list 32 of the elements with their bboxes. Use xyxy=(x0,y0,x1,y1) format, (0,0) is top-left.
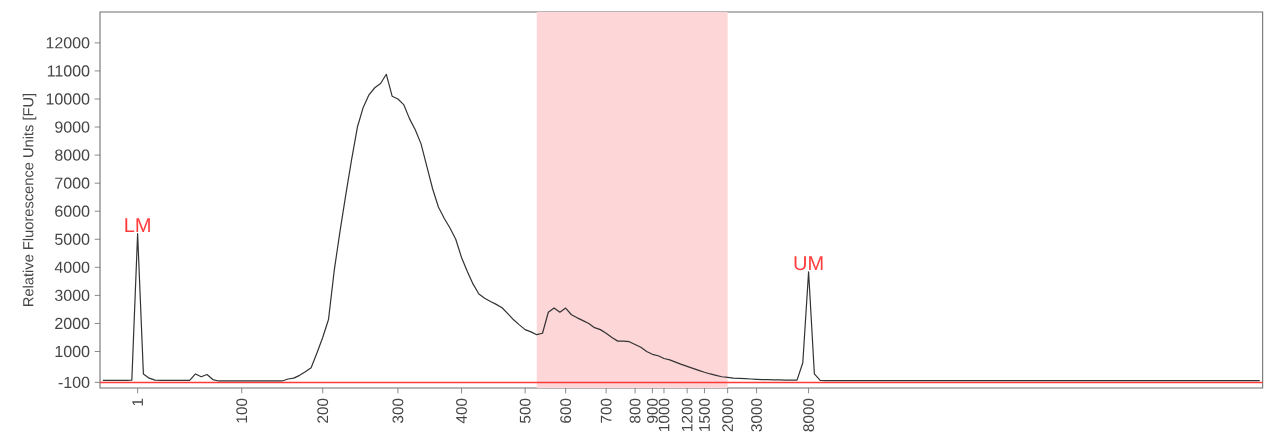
x-tick-label: 1500 xyxy=(699,398,710,431)
y-tick-label: 11000 xyxy=(47,65,90,77)
y-tick-label: -100 xyxy=(58,376,90,389)
x-tick-label: 8000 xyxy=(803,398,815,432)
y-tick-label: 3000 xyxy=(54,289,90,302)
y-tick-label: 12000 xyxy=(46,37,90,49)
y-tick-label: 7000 xyxy=(55,177,90,189)
x-tick-label: 1000 xyxy=(658,398,670,431)
x-tick-label: 3000 xyxy=(751,398,762,432)
y-tick-label: 4000 xyxy=(54,261,90,273)
x-tick-label: 400 xyxy=(456,398,467,424)
x-tick-label: 1 xyxy=(132,398,143,406)
x-tick-label: 900 xyxy=(646,398,658,423)
annotation: UM xyxy=(794,256,823,271)
y-axis-title: Relative Fluorescence Units [FU] xyxy=(22,93,37,306)
y-tick-label: 1000 xyxy=(55,345,90,358)
x-tick-label: 1200 xyxy=(681,398,693,431)
y-tick-label: 10000 xyxy=(46,93,90,105)
x-tick-label: 200 xyxy=(317,398,329,423)
x-tick-label: 500 xyxy=(519,398,531,424)
x-tick-label: 700 xyxy=(600,398,612,423)
x-tick-label: 600 xyxy=(560,398,572,423)
annotation: LM xyxy=(125,218,150,233)
y-tick-label: 6000 xyxy=(55,205,90,217)
y-tick-label: 9000 xyxy=(55,121,90,133)
x-tick-label: 100 xyxy=(236,398,248,423)
x-tick-label: 800 xyxy=(629,398,641,423)
y-tick-label: 5000 xyxy=(55,233,90,245)
y-tick-label: 8000 xyxy=(55,149,90,161)
x-tick-label: 2000 xyxy=(722,398,734,432)
x-tick-label: 300 xyxy=(392,398,404,424)
y-tick-label: 2000 xyxy=(55,317,90,330)
